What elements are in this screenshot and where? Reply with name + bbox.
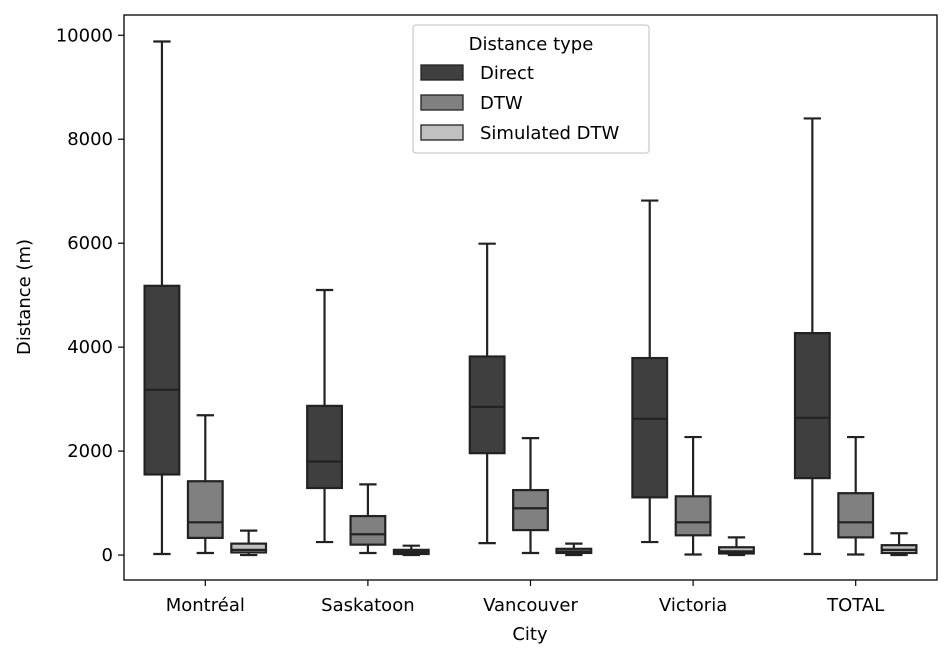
legend-title: Distance type bbox=[469, 34, 594, 55]
y-tick-label: 8000 bbox=[67, 129, 113, 150]
iqr-box bbox=[306, 404, 343, 490]
plot-area bbox=[143, 40, 918, 557]
y-tick-label: 4000 bbox=[67, 337, 113, 358]
iqr-box bbox=[143, 284, 181, 476]
x-tick-label: Montréal bbox=[166, 595, 245, 616]
iqr-box bbox=[837, 492, 875, 539]
iqr-box bbox=[793, 332, 831, 480]
iqr-box bbox=[349, 514, 387, 546]
box-plot-mark bbox=[837, 435, 875, 556]
box-plot-mark bbox=[392, 544, 430, 557]
box-plot-mark bbox=[186, 414, 224, 555]
x-axis-label: City bbox=[512, 624, 548, 645]
iqr-box bbox=[468, 355, 506, 455]
box-plot-mark bbox=[793, 117, 831, 556]
legend-entry-label: Simulated DTW bbox=[480, 123, 620, 144]
series-simulated-dtw bbox=[230, 529, 918, 557]
box-plot-mark bbox=[143, 40, 181, 556]
y-tick-label: 2000 bbox=[67, 441, 113, 462]
legend-entry-label: DTW bbox=[480, 93, 523, 114]
series-direct bbox=[143, 40, 831, 556]
box-plot-mark bbox=[880, 532, 918, 557]
x-tick-label: Vancouver bbox=[483, 595, 578, 616]
box-plot-mark bbox=[555, 542, 593, 557]
series-dtw bbox=[186, 414, 875, 556]
x-tick-label: TOTAL bbox=[826, 595, 884, 616]
box-plot-mark bbox=[512, 437, 549, 555]
legend-swatch bbox=[420, 64, 464, 81]
iqr-box bbox=[674, 495, 712, 537]
box-plot-mark bbox=[230, 529, 268, 557]
x-tick-label: Victoria bbox=[659, 595, 727, 616]
box-plot-mark bbox=[631, 199, 669, 544]
legend-entry-label: Direct bbox=[480, 63, 534, 84]
box-plot-mark bbox=[468, 242, 506, 545]
box-plot-mark bbox=[718, 536, 755, 557]
box-plot-mark bbox=[674, 435, 712, 556]
iqr-box bbox=[631, 356, 669, 499]
box-plot-mark bbox=[349, 483, 387, 555]
y-axis: 0 2000 4000 6000 8000 10000 bbox=[56, 25, 124, 566]
y-tick-label: 0 bbox=[102, 545, 113, 566]
y-axis-label: Distance (m) bbox=[14, 239, 35, 355]
iqr-box bbox=[512, 488, 549, 532]
x-tick-label: Saskatoon bbox=[321, 595, 414, 616]
box-plot-mark bbox=[306, 288, 343, 544]
y-tick-label: 6000 bbox=[67, 233, 113, 254]
legend-swatch bbox=[420, 124, 464, 141]
iqr-box bbox=[230, 542, 268, 554]
legend-frame bbox=[412, 24, 650, 154]
x-axis: Montréal Saskatoon Vancouver Victoria TOTAL bbox=[166, 580, 884, 616]
legend: Distance type Direct DTW Simulated DTW bbox=[412, 24, 650, 154]
y-tick-label: 10000 bbox=[56, 25, 113, 46]
iqr-box bbox=[186, 480, 224, 539]
legend-swatch bbox=[420, 94, 464, 111]
